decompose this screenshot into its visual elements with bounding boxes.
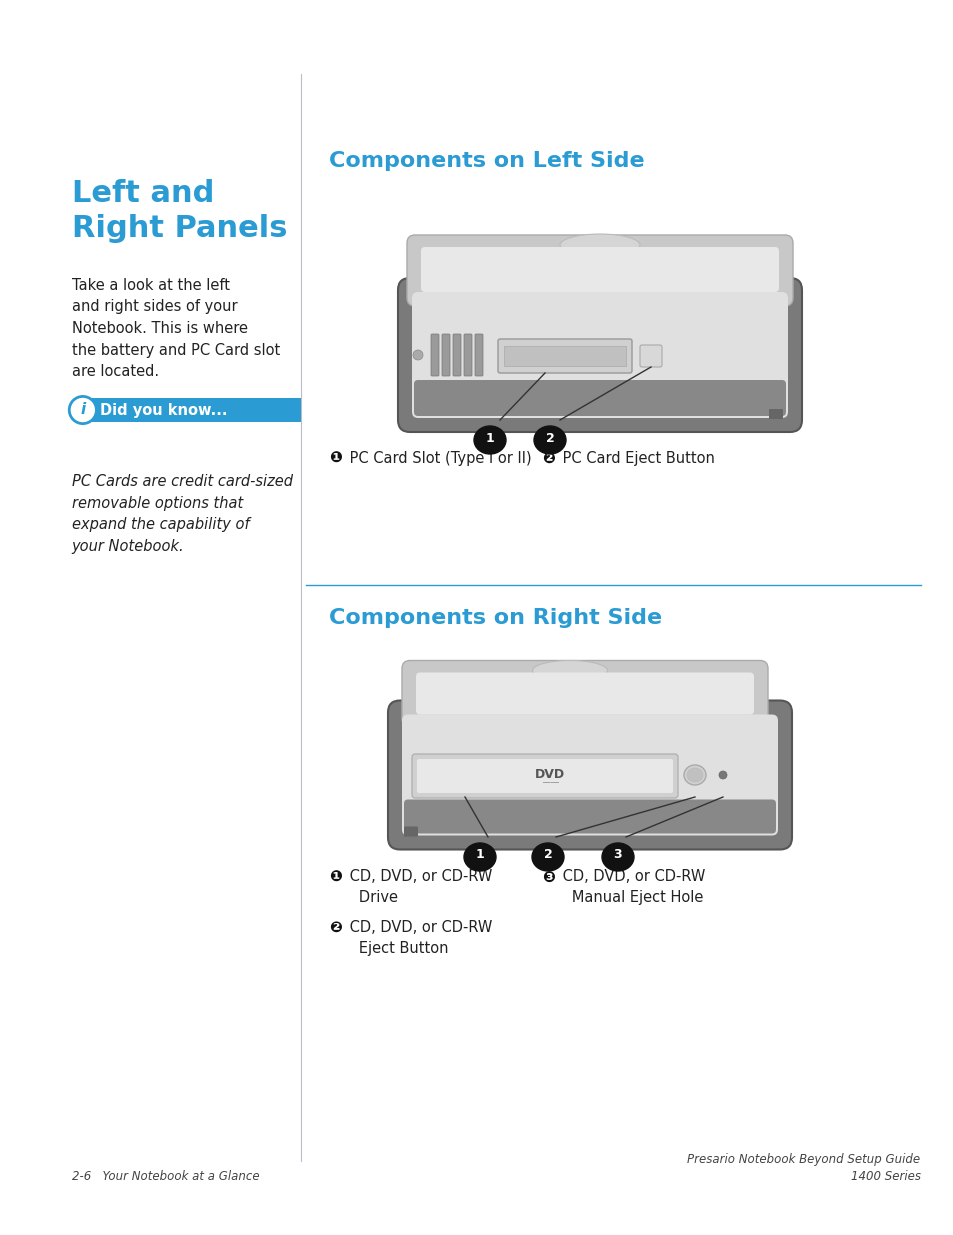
Ellipse shape <box>474 426 505 454</box>
Text: DVD: DVD <box>535 767 565 781</box>
Text: Presario Notebook Beyond Setup Guide
1400 Series: Presario Notebook Beyond Setup Guide 140… <box>687 1153 920 1183</box>
Text: ❶: ❶ <box>329 451 341 466</box>
FancyBboxPatch shape <box>92 398 301 422</box>
FancyBboxPatch shape <box>453 333 460 375</box>
Ellipse shape <box>532 844 563 871</box>
Text: PC Card Slot (Type I or II): PC Card Slot (Type I or II) <box>345 451 531 466</box>
Circle shape <box>413 350 422 359</box>
FancyBboxPatch shape <box>441 333 450 375</box>
Ellipse shape <box>559 233 639 256</box>
Text: Take a look at the left
and right sides of your
Notebook. This is where
the batt: Take a look at the left and right sides … <box>71 278 279 379</box>
Text: Left and
Right Panels: Left and Right Panels <box>71 179 287 243</box>
Text: 1: 1 <box>485 431 494 445</box>
FancyBboxPatch shape <box>403 799 775 834</box>
FancyBboxPatch shape <box>431 333 438 375</box>
Text: ❷: ❷ <box>329 920 341 935</box>
FancyBboxPatch shape <box>414 380 785 416</box>
Bar <box>503 346 625 366</box>
Text: ❶: ❶ <box>329 869 341 884</box>
Ellipse shape <box>534 426 565 454</box>
Text: 1: 1 <box>476 848 484 862</box>
FancyBboxPatch shape <box>416 760 672 793</box>
Text: 2-6   Your Notebook at a Glance: 2-6 Your Notebook at a Glance <box>71 1170 259 1183</box>
Text: Components on Left Side: Components on Left Side <box>329 151 644 170</box>
Text: ❸: ❸ <box>541 869 554 884</box>
FancyBboxPatch shape <box>768 409 782 419</box>
Ellipse shape <box>686 768 702 782</box>
FancyBboxPatch shape <box>420 247 779 291</box>
FancyBboxPatch shape <box>475 333 482 375</box>
Text: Did you know...: Did you know... <box>100 403 228 417</box>
Circle shape <box>70 396 96 424</box>
Text: 2: 2 <box>545 431 554 445</box>
FancyBboxPatch shape <box>412 755 678 798</box>
Text: Components on Right Side: Components on Right Side <box>329 608 661 627</box>
Text: CD, DVD, or CD-RW
   Drive: CD, DVD, or CD-RW Drive <box>345 869 492 905</box>
FancyBboxPatch shape <box>412 291 787 417</box>
Text: CD, DVD, or CD-RW
   Manual Eject Hole: CD, DVD, or CD-RW Manual Eject Hole <box>558 869 704 905</box>
FancyBboxPatch shape <box>401 715 778 836</box>
Ellipse shape <box>683 764 705 785</box>
Text: i: i <box>80 401 86 416</box>
Ellipse shape <box>463 844 496 871</box>
FancyBboxPatch shape <box>388 700 791 850</box>
FancyBboxPatch shape <box>639 345 661 367</box>
Text: PC Card Eject Button: PC Card Eject Button <box>558 451 714 466</box>
Text: ────: ──── <box>541 781 558 785</box>
FancyBboxPatch shape <box>397 278 801 432</box>
Text: CD, DVD, or CD-RW
   Eject Button: CD, DVD, or CD-RW Eject Button <box>345 920 492 956</box>
Text: PC Cards are credit card-sized
removable options that
expand the capability of
y: PC Cards are credit card-sized removable… <box>71 474 293 555</box>
Text: 2: 2 <box>543 848 552 862</box>
FancyBboxPatch shape <box>416 673 753 715</box>
Ellipse shape <box>532 661 607 680</box>
FancyBboxPatch shape <box>401 661 767 726</box>
Text: 3: 3 <box>613 848 621 862</box>
FancyBboxPatch shape <box>497 338 631 373</box>
Text: ❷: ❷ <box>541 451 554 466</box>
Ellipse shape <box>601 844 634 871</box>
Circle shape <box>719 771 726 779</box>
FancyBboxPatch shape <box>403 826 417 836</box>
FancyBboxPatch shape <box>463 333 472 375</box>
FancyBboxPatch shape <box>407 235 792 306</box>
